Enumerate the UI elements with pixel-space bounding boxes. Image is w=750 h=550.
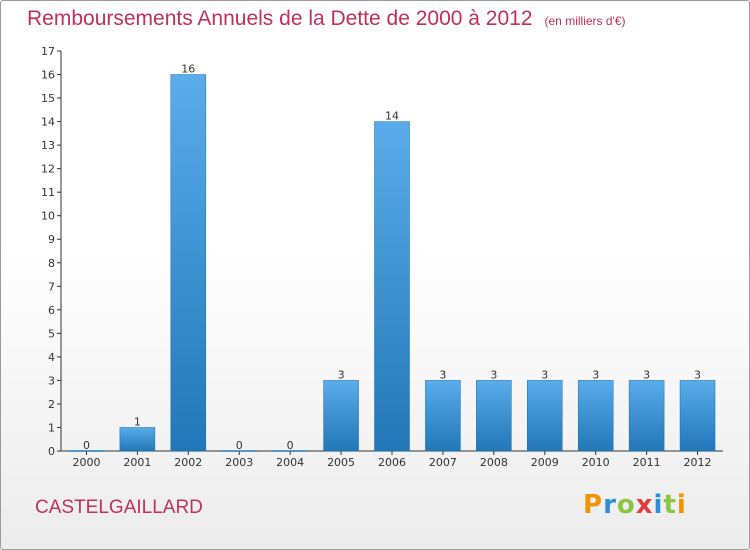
data-label: 1	[134, 415, 141, 428]
y-tick-label: 12	[41, 163, 55, 176]
x-tick-label: 2008	[480, 456, 508, 469]
data-label: 3	[338, 368, 345, 381]
y-tick-label: 9	[48, 233, 55, 246]
x-tick-label: 2009	[531, 456, 559, 469]
y-tick-label: 15	[41, 92, 55, 105]
x-tick-label: 2007	[429, 456, 457, 469]
x-tick-label: 2011	[633, 456, 661, 469]
chart-labels: 2000 0 2001 1 2002 16 2003 0 2004 0 2005 3 2006 14 200…	[72, 63, 711, 469]
bar	[170, 74, 207, 452]
y-tick-label: 6	[48, 304, 55, 317]
y-tick-label: 4	[48, 351, 55, 364]
y-tick-label: 2	[48, 398, 55, 411]
bar	[425, 380, 461, 452]
data-label: 3	[643, 368, 650, 381]
y-tick-label: 13	[41, 139, 55, 152]
proxiti-logo: Proxiti	[583, 490, 687, 520]
data-label: 16	[181, 63, 195, 76]
x-tick-label: 2002	[174, 456, 202, 469]
y-tick-label: 10	[41, 210, 55, 223]
logo-letter: i	[653, 490, 664, 520]
x-tick-label: 2010	[582, 456, 610, 469]
data-label: 3	[694, 368, 701, 381]
logo-letter: t	[663, 490, 677, 520]
logo-letter: i	[676, 490, 687, 520]
logo-letter: x	[635, 490, 654, 520]
y-tick-label: 11	[41, 186, 55, 199]
y-tick-label: 17	[41, 45, 55, 58]
data-label: 3	[439, 368, 446, 381]
x-tick-label: 2005	[327, 456, 355, 469]
data-label: 0	[287, 439, 294, 452]
data-label: 0	[83, 439, 90, 452]
x-tick-label: 2004	[276, 456, 304, 469]
x-tick-label: 2000	[72, 456, 100, 469]
bar	[374, 121, 410, 452]
y-tick-label: 3	[48, 374, 55, 387]
data-label: 3	[490, 368, 497, 381]
chart-title-block: Remboursements Annuels de la Dette de 20…	[27, 7, 626, 31]
data-label: 14	[385, 110, 399, 123]
x-tick-label: 2006	[378, 456, 406, 469]
y-tick-label: 14	[41, 116, 55, 129]
x-tick-label: 2012	[684, 456, 712, 469]
x-tick-label: 2001	[123, 456, 151, 469]
chart-title: Remboursements Annuels de la Dette de 20…	[27, 7, 533, 30]
logo-letter: o	[616, 490, 636, 520]
y-tick-label: 5	[48, 327, 55, 340]
bar	[119, 427, 156, 452]
y-tick-label: 16	[41, 69, 55, 82]
commune-name: CASTELGAILLARD	[35, 497, 203, 518]
y-tick-label: 7	[48, 280, 55, 293]
bar	[476, 380, 512, 452]
bar	[628, 380, 665, 452]
y-tick-label: 8	[48, 257, 55, 270]
bar	[527, 380, 563, 452]
y-tick-label: 1	[48, 421, 55, 434]
y-tick-label: 0	[48, 445, 55, 458]
x-tick-label: 2003	[225, 456, 253, 469]
data-label: 3	[592, 368, 599, 381]
logo-letter: r	[603, 490, 617, 520]
bar	[679, 380, 716, 452]
logo-letter: P	[583, 490, 604, 520]
bar	[323, 380, 359, 452]
chart-bars	[68, 74, 716, 452]
data-label: 0	[236, 439, 243, 452]
data-label: 3	[541, 368, 548, 381]
chart-subtitle: (en milliers d'€)	[544, 14, 626, 28]
bar	[577, 380, 614, 452]
